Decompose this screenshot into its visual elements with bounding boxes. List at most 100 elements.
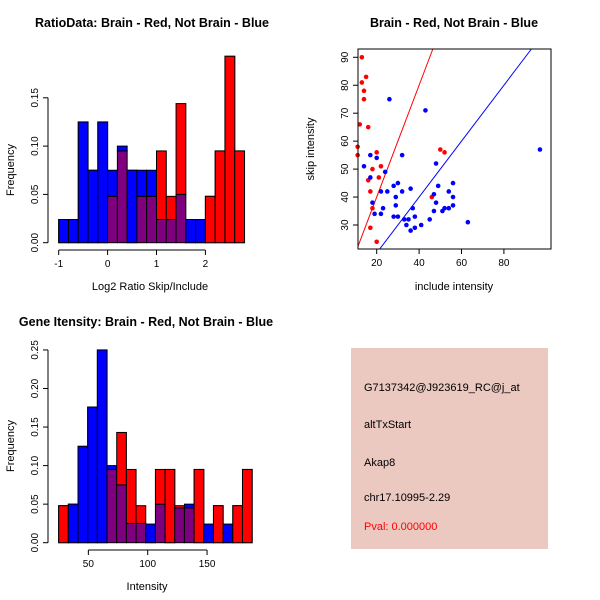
- scatter-point-blue: [433, 161, 439, 166]
- y-tick-label: 0.15: [30, 88, 41, 108]
- scatter-point-blue: [368, 152, 373, 158]
- x-tick-label: 50: [83, 559, 95, 570]
- hist-bar-blue: [185, 219, 197, 244]
- scatter-point-blue: [387, 96, 392, 102]
- ratio-histogram-ylabel: Frequency: [5, 144, 17, 196]
- scatter-point-red: [368, 189, 373, 194]
- scatter-title: Brain - Red, Not Brain - Blue: [370, 16, 538, 30]
- y-tick-label: 0.05: [30, 494, 41, 514]
- scatter-point-blue: [391, 214, 396, 219]
- hist-bar-blue: [136, 169, 148, 197]
- intensity-scatter-panel: Brain - Red, Not Brain - Blue skip inten…: [305, 16, 552, 293]
- scatter-point-red: [370, 205, 375, 211]
- scatter-point-blue: [408, 228, 413, 233]
- scatter-point-blue: [385, 189, 390, 194]
- hist-bar-blue: [97, 121, 109, 244]
- hist-bar-blue: [126, 169, 138, 244]
- hist-bar-overlap: [107, 195, 118, 244]
- hist-bar-blue: [203, 523, 214, 544]
- scatter-point-blue: [412, 225, 418, 231]
- scatter-point-blue: [393, 194, 399, 200]
- hist-bar-blue: [87, 169, 99, 244]
- x-tick-label: 1: [154, 259, 160, 270]
- scatter-point-blue: [382, 169, 388, 175]
- scatter-point-blue: [395, 214, 401, 219]
- scatter-point-blue: [404, 222, 409, 228]
- y-tick-label: 0.20: [30, 378, 41, 398]
- hist-bar-blue: [222, 523, 234, 544]
- hist-bar-red: [174, 505, 185, 509]
- scatter-point-blue: [378, 189, 384, 194]
- x-tick-label: 80: [498, 258, 510, 269]
- scatter-point-red: [370, 166, 375, 172]
- x-tick-label: 40: [414, 258, 426, 269]
- scatter-point-blue: [361, 164, 367, 169]
- hist-bar-blue: [116, 145, 128, 152]
- y-tick-label: 0.00: [30, 533, 41, 553]
- ratio-2x-line: [357, 48, 434, 247]
- hist-bar-red: [214, 150, 226, 244]
- gene-histogram-plot-area: 0.00 0.05 0.10 0.15 0.20 0.25 50 100 150: [30, 340, 253, 570]
- hist-bar-overlap: [174, 507, 185, 544]
- scatter-point-blue: [406, 217, 411, 222]
- y-tick-label: 60: [340, 135, 351, 147]
- scatter-point-blue: [391, 183, 396, 189]
- hist-bar-red: [135, 505, 147, 524]
- hist-bar-overlap: [154, 503, 166, 544]
- scatter-point-blue: [431, 208, 437, 214]
- scatter-point-red: [438, 147, 443, 152]
- scatter-point-red: [374, 150, 379, 155]
- hist-bar-overlap: [125, 522, 137, 544]
- scatter-point-red: [361, 88, 367, 94]
- hist-bar-red: [234, 150, 246, 244]
- ratio-histogram-xlabel: Log2 Ratio Skip/Include: [92, 281, 208, 293]
- scatter-point-blue: [410, 205, 416, 211]
- scatter-point-blue: [446, 189, 452, 194]
- ratio-histogram-plot-area: 0.00 0.05 0.10 0.15 -1 0 1 2: [30, 55, 246, 270]
- event-type-text: altTxStart: [364, 419, 412, 431]
- x-tick-label: 20: [371, 258, 383, 269]
- gene-intensity-histogram-panel: Gene Itensity: Brain - Red, Not Brain - …: [5, 315, 273, 593]
- scatter-point-blue: [465, 219, 471, 225]
- scatter-point-blue: [435, 183, 441, 189]
- hist-bar-blue: [145, 523, 156, 544]
- scatter-point-blue: [418, 222, 424, 228]
- gene-histogram-xlabel: Intensity: [127, 581, 168, 593]
- hist-bar-overlap: [156, 219, 167, 244]
- scatter-point-blue: [427, 217, 432, 222]
- scatter-point-blue: [442, 205, 447, 211]
- y-tick-label: 90: [340, 51, 351, 63]
- scatter-point-blue: [395, 180, 401, 186]
- scatter-point-blue: [537, 147, 543, 152]
- scatter-point-red: [365, 124, 371, 130]
- scatter-point-red: [378, 164, 384, 169]
- identity-line: [379, 48, 532, 250]
- hist-bar-blue: [195, 219, 206, 244]
- scatter-point-red: [361, 96, 367, 102]
- scatter-point-red: [442, 150, 447, 155]
- scatter-point-blue: [450, 203, 456, 208]
- scatter-point-blue: [423, 108, 428, 113]
- hist-bar-red: [164, 468, 176, 544]
- scatter-point-red: [376, 175, 382, 180]
- scatter-point-blue: [378, 211, 384, 217]
- x-tick-label: -1: [54, 259, 63, 270]
- hist-bar-overlap: [165, 219, 177, 244]
- hist-bar-red: [165, 195, 177, 221]
- y-tick-label: 30: [340, 219, 351, 231]
- scatter-point-blue: [374, 155, 379, 161]
- scatter-xlabel: include intensity: [415, 281, 494, 293]
- hist-bar-red: [175, 103, 187, 195]
- x-tick-label: 0: [105, 259, 111, 270]
- y-tick-label: 70: [340, 107, 351, 119]
- ratio-histogram-panel: RatioData: Brain - Red, Not Brain - Blue…: [5, 16, 269, 293]
- location-text: chr17.10995-2.29: [364, 492, 451, 504]
- scatter-point-red: [368, 225, 373, 231]
- scatter-plot-area: 20 40 60 80 30 40 50 60 70 80 90: [340, 48, 552, 269]
- hist-bar-blue: [77, 121, 89, 244]
- hist-bar-blue: [96, 349, 108, 544]
- scatter-point-blue: [450, 180, 456, 186]
- hist-bar-red: [58, 505, 69, 544]
- y-tick-label: 80: [340, 79, 351, 91]
- y-tick-label: 0.05: [30, 184, 41, 204]
